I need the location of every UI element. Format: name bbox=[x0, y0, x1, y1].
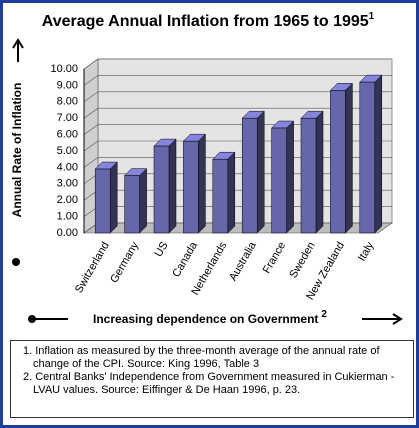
y-tick-label: 3.00 bbox=[57, 178, 78, 190]
y-tick-label: 0.00 bbox=[57, 227, 78, 239]
bar-side bbox=[315, 110, 324, 234]
y-tick-label: 4.00 bbox=[57, 161, 78, 173]
bar-side bbox=[286, 120, 294, 234]
y-tick-label: 1.00 bbox=[57, 211, 78, 223]
x-label-text: Increasing dependence on Government bbox=[93, 312, 318, 326]
title-note: 1 bbox=[369, 11, 375, 22]
y-label-arrow bbox=[12, 38, 24, 62]
y-tick-label: 5.00 bbox=[57, 145, 78, 157]
bar-side bbox=[345, 82, 353, 234]
bar-side bbox=[109, 161, 118, 234]
grid-line bbox=[83, 75, 392, 86]
bar bbox=[183, 140, 199, 234]
title-text: Average Annual Inflation from 1965 to 19… bbox=[42, 13, 369, 30]
bar-side bbox=[139, 167, 147, 234]
y-axis-label: Annual Rate of Inflation bbox=[10, 83, 24, 218]
x-label-arrow bbox=[362, 313, 403, 325]
grid-line bbox=[83, 107, 392, 119]
y-label-dot bbox=[12, 258, 20, 266]
y-tick-label: 9.00 bbox=[57, 79, 78, 91]
x-axis-label: Increasing dependence on Government 2 bbox=[93, 309, 327, 327]
footnote: 1. Inflation as measured by the three-mo… bbox=[23, 345, 380, 370]
bar bbox=[94, 168, 111, 234]
grid-line bbox=[83, 91, 392, 103]
grid-line bbox=[83, 58, 392, 70]
bar-side bbox=[168, 138, 177, 234]
footnotes: 1. Inflation as measured by the three-mo… bbox=[10, 340, 414, 418]
bar-side bbox=[198, 133, 206, 234]
bar bbox=[271, 127, 287, 234]
grid-line bbox=[83, 124, 392, 135]
bar bbox=[153, 145, 170, 234]
bar bbox=[330, 90, 346, 234]
grid-line bbox=[83, 157, 392, 168]
bar bbox=[212, 158, 229, 234]
bar-side bbox=[256, 110, 265, 234]
bar bbox=[241, 117, 258, 234]
bar-side bbox=[227, 151, 236, 234]
y-tick-label: 8.00 bbox=[57, 96, 78, 108]
y-tick-label: 7.00 bbox=[57, 112, 78, 124]
bar bbox=[300, 117, 317, 234]
footnote: 2. Central Banks' Independence from Gove… bbox=[23, 371, 395, 396]
bar bbox=[359, 81, 376, 234]
x-label-note: 2 bbox=[321, 309, 327, 320]
grid-line bbox=[83, 140, 392, 152]
y-tick-label: 6.00 bbox=[57, 129, 78, 141]
chart-title: Average Annual Inflation from 1965 to 19… bbox=[42, 11, 375, 31]
bar-side bbox=[374, 74, 383, 234]
y-tick-label: 10.00 bbox=[50, 63, 78, 75]
bar bbox=[124, 175, 140, 234]
y-tick-label: 2.00 bbox=[57, 194, 78, 206]
